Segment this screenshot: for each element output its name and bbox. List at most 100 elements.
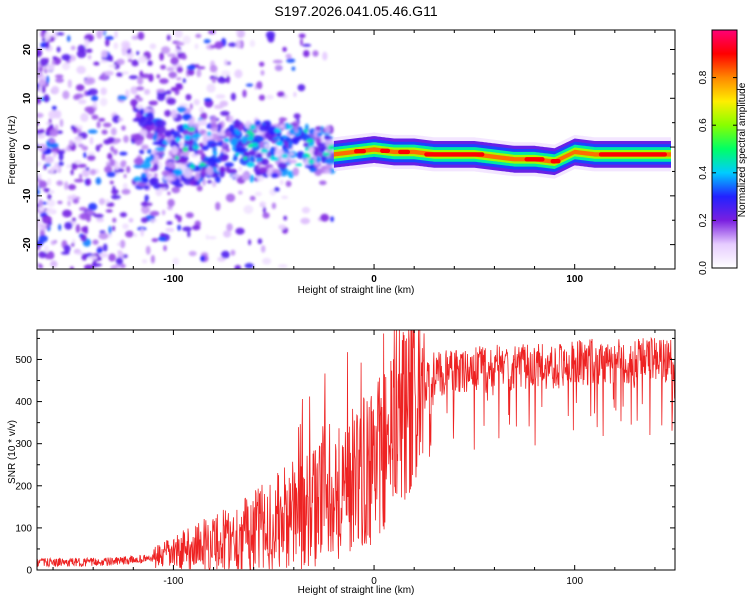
heatmap-noise-blob [38,143,47,152]
heatmap-noise-blob [86,178,91,186]
heatmap-noise-blob [55,77,64,83]
heatmap-noise-blob [242,89,247,98]
heatmap-noise-blob [145,245,151,255]
heatmap-noise-blob [277,91,285,97]
heatmap-cluster-blob [209,143,218,147]
heatmap-noise-blob [176,106,187,113]
heatmap-noise-blob [300,38,303,46]
heatmap-noise-blob [147,60,153,66]
heatmap-noise-blob [77,163,87,168]
heatmap-noise-blob [197,66,206,70]
heatmap-noise-blob [106,171,116,178]
heatmap-hotspot [207,131,212,137]
heatmap-noise-blob [41,215,52,225]
heatmap-noise-blob [235,30,240,35]
heatmap-noise-blob [64,221,73,230]
heatmap-noise-blob [254,191,262,197]
heatmap-noise-blob [193,99,200,106]
heatmap-noise-blob [126,165,131,174]
heatmap-cluster-blob [158,151,165,156]
heatmap-noise-blob [141,73,151,79]
heatmap-noise-blob [98,76,105,80]
heatmap-noise-blob [177,215,182,223]
heatmap-noise-blob [179,141,183,148]
heatmap-noise-blob [71,217,76,222]
heatmap-noise-blob [96,121,101,129]
heatmap-noise-blob [196,185,203,192]
heatmap-noise-blob [206,83,216,93]
heatmap-noise-blob [293,113,301,119]
heatmap-noise-blob [58,161,64,167]
heatmap-peak-segment [398,149,411,155]
heatmap-cluster-blob [133,157,144,165]
heatmap-noise-blob [238,166,243,172]
heatmap-noise-blob [98,232,109,240]
heatmap-cluster-blob [316,132,323,137]
heatmap-noise-blob [225,193,236,203]
heatmap-noise-blob [98,198,106,205]
heatmap-noise-blob [140,228,144,237]
heatmap-noise-blob [44,245,49,254]
heatmap-noise-blob [87,151,96,155]
heatmap-cluster-blob [139,108,145,116]
heatmap-cluster-blob [155,119,167,127]
heatmap-noise-blob [101,129,108,135]
heatmap-noise-blob [159,78,169,84]
heatmap-noise-blob [234,264,242,269]
heatmap-noise-blob [186,65,196,71]
heatmap-noise-blob [65,57,69,62]
heatmap-noise-blob [112,217,117,223]
heatmap-noise-blob [119,151,128,156]
heatmap-noise-blob [37,188,41,196]
heatmap-noise-blob [104,36,115,40]
heatmap-hotspot [187,127,196,132]
heatmap-noise-blob [52,151,57,158]
heatmap-noise-blob [30,205,36,213]
heatmap-noise-blob [71,162,78,170]
heatmap-noise-blob [112,225,116,232]
heatmap-noise-blob [113,42,119,50]
heatmap-peak-segment [380,148,391,153]
heatmap-cluster-blob [241,135,248,145]
heatmap-blobs [30,30,671,269]
snr-y-tick-label: 300 [15,439,32,450]
heatmap-noise-blob [221,70,231,77]
heatmap-noise-blob [303,50,310,58]
heatmap-noise-blob [209,64,218,73]
heatmap-cluster-blob [188,118,193,127]
heatmap-noise-blob [195,33,202,38]
heatmap-noise-blob [209,45,217,49]
heatmap-cluster-blob [191,133,202,138]
heatmap-noise-blob [235,39,242,49]
snr-x-label: Height of straight line (km) [298,585,415,596]
heatmap-noise-blob [62,209,72,218]
heatmap-cluster-blob [227,168,238,174]
heatmap-noise-blob [66,164,72,169]
heatmap-cluster-blob [154,153,160,161]
snr-panel: -100 0 100 0 100 200 300 400 500 Height of stra… [7,329,676,596]
heatmap-noise-blob [123,135,129,143]
heatmap-noise-blob [279,179,284,185]
heatmap-cluster-blob [134,140,144,145]
heatmap-noise-blob [167,53,177,58]
heatmap-noise-blob [37,112,44,118]
heatmap-noise-blob [245,83,254,87]
heatmap-noise-blob [31,140,35,144]
heatmap-noise-blob [234,69,243,79]
heatmap-noise-blob [43,94,50,103]
heatmap-noise-blob [95,144,101,152]
heatmap-cluster-blob [324,169,332,174]
heatmap-noise-blob [155,187,163,197]
heatmap-noise-blob [297,84,306,92]
spectrogram-y-tick-label: 0 [22,144,33,150]
heatmap-hotspot [272,156,280,162]
heatmap-cluster-blob [269,146,277,156]
heatmap-cluster-blob [152,163,159,171]
heatmap-cluster-blob [139,129,148,136]
heatmap-noise-blob [182,78,186,83]
heatmap-noise-blob [285,180,292,187]
heatmap-noise-blob [37,161,42,167]
heatmap-noise-blob [223,230,232,238]
heatmap-hotspot [303,129,309,133]
